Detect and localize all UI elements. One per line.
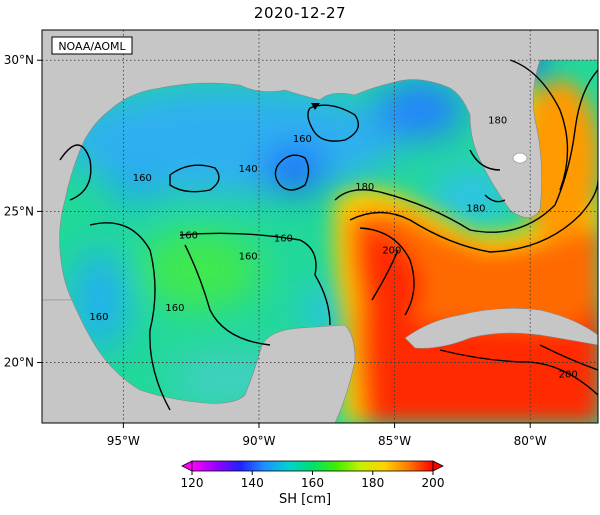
colorbar-max-arrow xyxy=(432,460,444,472)
lon-tick-label: 90°W xyxy=(242,434,275,448)
contour-label: 140 xyxy=(239,164,258,175)
contour-label: 160 xyxy=(133,173,152,184)
contour-label: 160 xyxy=(89,312,108,323)
contour-label: 160 xyxy=(274,234,293,245)
colorbar-ticks: 120 140 160 180 200 xyxy=(181,471,445,490)
colorbar-tick-label: 140 xyxy=(241,476,264,490)
colorbar-tick-label: 160 xyxy=(301,476,324,490)
graticule xyxy=(42,30,598,423)
land-masses xyxy=(42,30,598,423)
marker-icon xyxy=(311,103,320,110)
map-frame xyxy=(41,29,599,424)
lat-tick-label: 30°N xyxy=(4,53,34,67)
credit-box: NOAA/AOML xyxy=(51,36,133,55)
contour-label: 180 xyxy=(466,203,485,214)
lat-tick-label: 25°N xyxy=(4,204,34,218)
credit-text: NOAA/AOML xyxy=(58,40,126,53)
colorbar-label: SH [cm] xyxy=(278,492,332,507)
contour-label: 200 xyxy=(559,370,578,381)
contour-label: 160 xyxy=(239,252,258,263)
colorbar-gradient xyxy=(191,460,434,472)
contour-labels: 160 160 140 160 160 160 160 160 180 200 180 180 200 xyxy=(89,116,578,381)
lon-tick-label: 85°W xyxy=(378,434,411,448)
lon-tick-label: 80°W xyxy=(514,434,547,448)
contour-label: 160 xyxy=(179,231,198,242)
axis-ticks: 95°W 90°W 85°W 80°W 30°N 25°N 20°N xyxy=(4,53,547,448)
contour-label: 180 xyxy=(355,182,374,193)
colorbar-tick-label: 200 xyxy=(422,476,445,490)
contour-label: 160 xyxy=(165,303,184,314)
lat-tick-label: 20°N xyxy=(4,356,34,370)
contour-label: 160 xyxy=(293,134,312,145)
contour-label: 180 xyxy=(488,116,507,127)
colorbar-tick-label: 180 xyxy=(361,476,384,490)
map-title: 2020-12-27 xyxy=(253,4,347,22)
colorbar-tick-label: 120 xyxy=(181,476,204,490)
sea-height-field xyxy=(42,30,598,423)
colorbar-min-arrow xyxy=(181,460,193,472)
lon-tick-label: 95°W xyxy=(107,434,140,448)
contour-label: 200 xyxy=(382,246,401,257)
colorbar: 120 140 160 180 200 xyxy=(181,460,445,490)
